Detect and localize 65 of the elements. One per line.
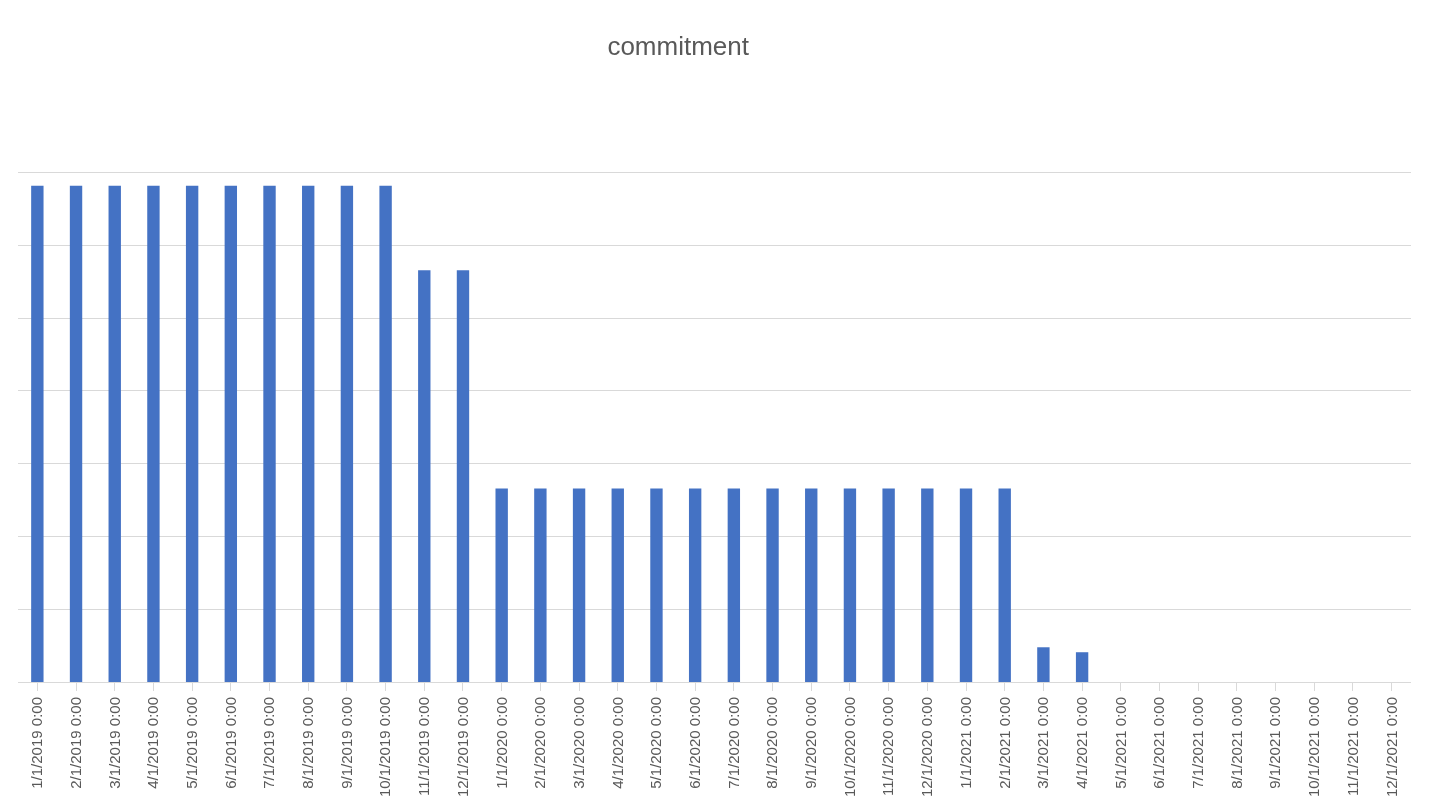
bar [805,488,818,682]
chart-title: commitment [607,30,750,61]
bar [418,270,431,682]
bar [998,488,1011,682]
x-tick-label: 10/1/2019 0:00 [376,697,394,798]
bar [1037,647,1050,682]
x-tick-label: 8/1/2019 0:00 [299,697,317,789]
x-tick-label: 3/1/2021 0:00 [1034,697,1052,789]
x-tick-label: 12/1/2019 0:00 [453,697,471,798]
x-tick-label: 4/1/2019 0:00 [144,697,162,789]
x-tick-label: 8/1/2021 0:00 [1227,697,1245,789]
bar [263,185,276,682]
bar [69,185,83,682]
bar [572,488,586,682]
x-tick-label: 11/1/2019 0:00 [415,697,433,796]
x-tick-label: 1/1/2019 0:00 [28,697,46,789]
bar [185,185,199,682]
bar [495,488,508,682]
bar [650,488,663,682]
x-tick-label: 12/1/2020 0:00 [918,697,936,798]
bar [727,488,741,682]
x-tick-label: 8/1/2020 0:00 [763,697,781,789]
x-tick-label: 6/1/2020 0:00 [686,697,704,789]
bar [611,488,624,682]
x-tick-label: 12/1/2021 0:00 [1382,697,1400,798]
x-tick-label: 2/1/2021 0:00 [995,697,1013,789]
x-tick-label: 1/1/2020 0:00 [492,697,510,789]
x-tick-label: 5/1/2021 0:00 [1111,697,1129,789]
x-tick-label: 6/1/2021 0:00 [1150,697,1168,789]
bar [843,488,857,682]
x-tick-label: 9/1/2021 0:00 [1266,697,1284,789]
x-tick-label: 10/1/2021 0:00 [1305,697,1323,798]
x-tick-label: 4/1/2020 0:00 [608,697,626,789]
bar [147,185,160,682]
x-tick-label: 9/1/2020 0:00 [802,697,820,789]
bar [302,185,315,682]
x-tick-label: 7/1/2021 0:00 [1189,697,1207,789]
x-tick-label: 3/1/2020 0:00 [569,697,587,789]
bar [882,488,895,682]
x-tick-label: 11/1/2020 0:00 [879,697,897,796]
bar [959,488,973,682]
x-tick-label: 5/1/2019 0:00 [183,697,201,789]
bar [108,185,121,682]
bar [766,488,779,682]
bar [379,185,392,682]
x-tick-label: 2/1/2019 0:00 [66,697,84,789]
bar [340,185,354,682]
x-tick-label: 5/1/2020 0:00 [647,697,665,789]
x-tick-label: 10/1/2020 0:00 [840,697,858,798]
x-tick-label: 11/1/2021 0:00 [1343,697,1361,796]
x-tick-label: 4/1/2021 0:00 [1072,697,1090,789]
bar [1075,652,1089,682]
bar [921,488,934,682]
x-tick-label: 6/1/2019 0:00 [221,697,239,789]
x-tick-label: 2/1/2020 0:00 [531,697,549,789]
x-tick-label: 7/1/2019 0:00 [260,697,278,789]
bar [224,185,238,682]
x-tick-label: 9/1/2019 0:00 [337,697,355,789]
bar [31,185,44,682]
bar [688,488,702,682]
x-tick-label: 1/1/2021 0:00 [956,697,974,789]
x-tick-label: 3/1/2019 0:00 [105,697,123,789]
x-tick-label: 7/1/2020 0:00 [724,697,742,789]
bar [534,488,547,682]
bar [456,270,470,682]
